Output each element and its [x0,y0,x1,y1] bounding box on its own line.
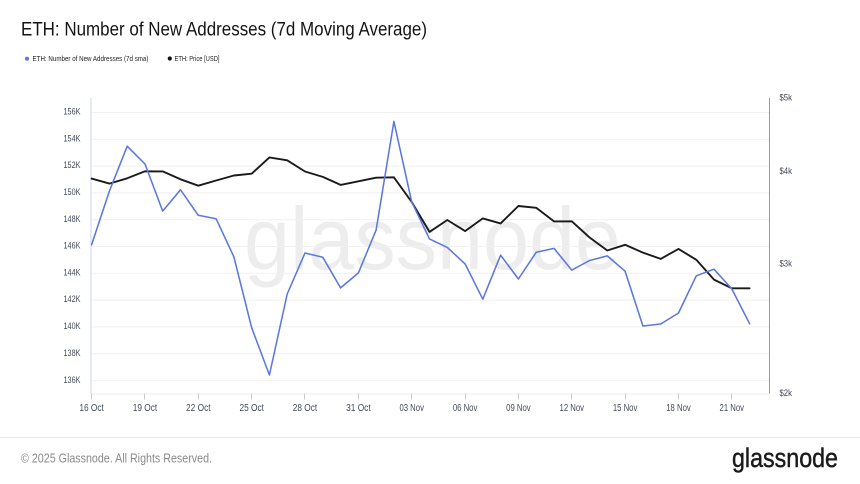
svg-text:16 Oct: 16 Oct [79,403,104,414]
svg-text:154K: 154K [64,133,81,143]
svg-text:25 Oct: 25 Oct [239,403,264,414]
svg-text:03 Nov: 03 Nov [399,403,424,414]
svg-text:ETH: Price [USD]: ETH: Price [USD] [175,56,220,63]
svg-text:146K: 146K [64,241,81,251]
svg-text:19 Oct: 19 Oct [133,403,158,414]
svg-text:150K: 150K [64,187,81,197]
svg-text:28 Oct: 28 Oct [293,403,318,414]
svg-text:148K: 148K [64,214,81,224]
svg-text:$4k: $4k [780,166,793,176]
svg-text:glassnode: glassnode [244,189,621,288]
svg-text:21 Nov: 21 Nov [720,403,745,414]
svg-text:144K: 144K [64,267,81,277]
svg-text:136K: 136K [64,375,81,385]
svg-text:140K: 140K [64,321,81,331]
svg-text:31 Oct: 31 Oct [346,403,371,414]
svg-text:© 2025 Glassnode. All Rights R: © 2025 Glassnode. All Rights Reserved. [21,452,212,466]
svg-text:09 Nov: 09 Nov [506,403,531,414]
svg-text:18 Nov: 18 Nov [666,403,691,414]
svg-text:15 Nov: 15 Nov [613,403,638,414]
svg-text:$3k: $3k [780,259,793,269]
svg-text:$2k: $2k [780,388,793,398]
svg-text:156K: 156K [64,107,81,117]
svg-text:138K: 138K [64,348,81,358]
svg-text:12 Nov: 12 Nov [560,403,585,414]
svg-text:ETH: Number of New Addresses (: ETH: Number of New Addresses (7d Moving … [21,19,427,40]
svg-text:06 Nov: 06 Nov [453,403,478,414]
svg-text:22 Oct: 22 Oct [186,403,211,414]
svg-text:glassnode: glassnode [732,443,838,473]
svg-text:$5k: $5k [780,93,793,103]
svg-text:142K: 142K [64,294,81,304]
svg-text:ETH: Number of New Addresses (: ETH: Number of New Addresses (7d sma) [33,56,149,63]
svg-text:152K: 152K [64,160,81,170]
